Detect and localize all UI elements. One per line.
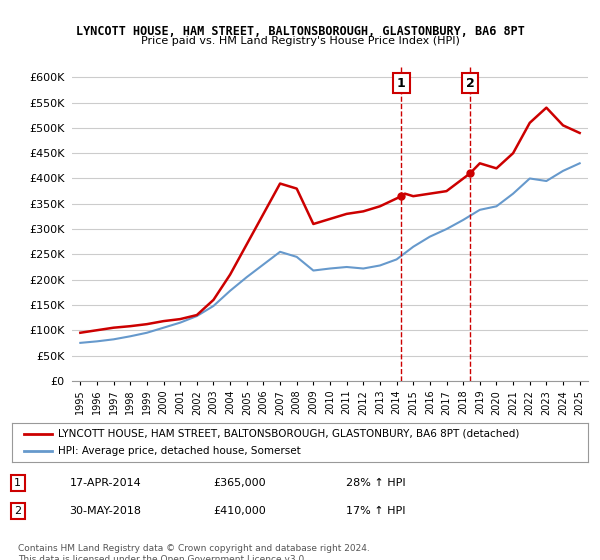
Text: 2: 2: [466, 77, 475, 90]
Text: LYNCOTT HOUSE, HAM STREET, BALTONSBOROUGH, GLASTONBURY, BA6 8PT: LYNCOTT HOUSE, HAM STREET, BALTONSBOROUG…: [76, 25, 524, 38]
Text: 1: 1: [14, 478, 21, 488]
Text: LYNCOTT HOUSE, HAM STREET, BALTONSBOROUGH, GLASTONBURY, BA6 8PT (detached): LYNCOTT HOUSE, HAM STREET, BALTONSBOROUG…: [58, 429, 520, 439]
Text: 1: 1: [397, 77, 406, 90]
Text: 28% ↑ HPI: 28% ↑ HPI: [346, 478, 406, 488]
Text: £410,000: £410,000: [214, 506, 266, 516]
Text: Contains HM Land Registry data © Crown copyright and database right 2024.
This d: Contains HM Land Registry data © Crown c…: [18, 544, 370, 560]
Text: Price paid vs. HM Land Registry's House Price Index (HPI): Price paid vs. HM Land Registry's House …: [140, 36, 460, 46]
Text: 30-MAY-2018: 30-MAY-2018: [70, 506, 142, 516]
Text: HPI: Average price, detached house, Somerset: HPI: Average price, detached house, Some…: [58, 446, 301, 456]
Text: £365,000: £365,000: [214, 478, 266, 488]
Text: 17-APR-2014: 17-APR-2014: [70, 478, 142, 488]
Text: 2: 2: [14, 506, 22, 516]
Text: 17% ↑ HPI: 17% ↑ HPI: [346, 506, 406, 516]
